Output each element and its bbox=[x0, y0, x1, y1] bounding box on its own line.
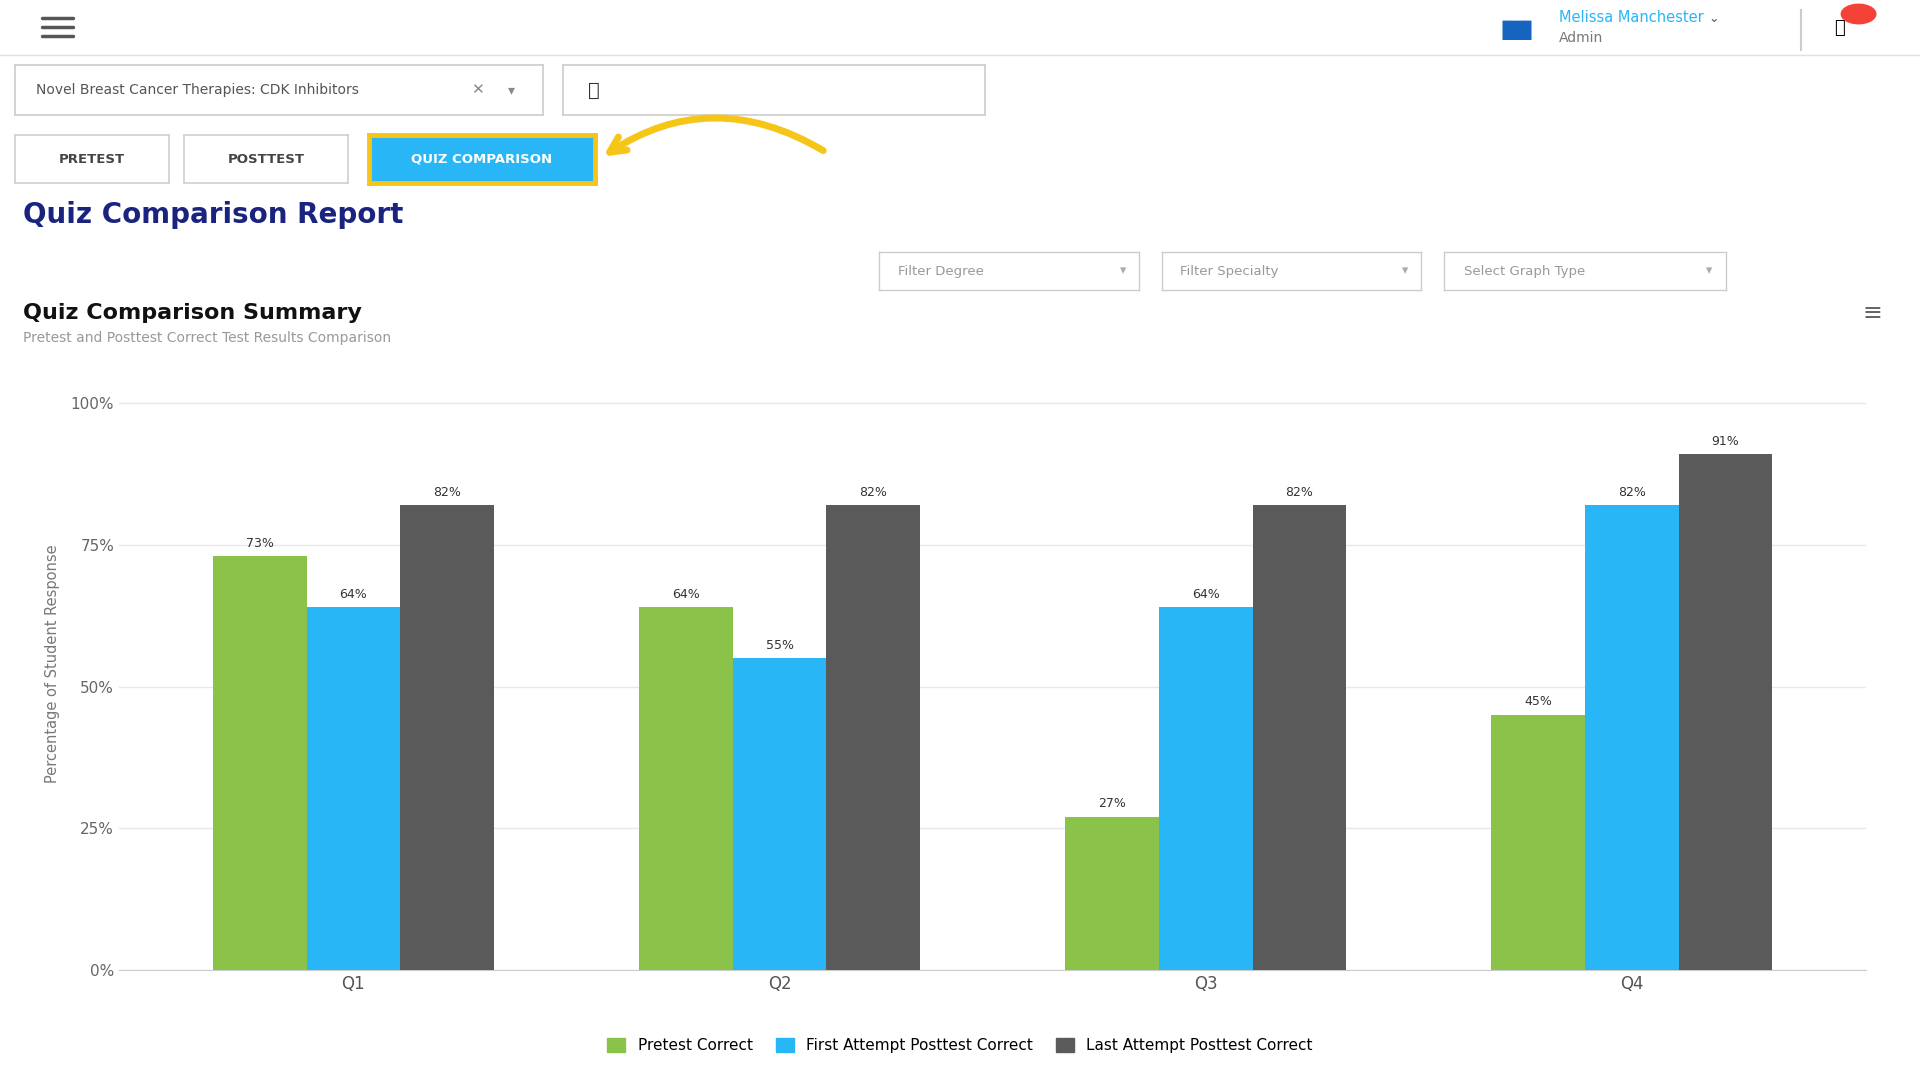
Text: 64%: 64% bbox=[672, 588, 699, 600]
Text: Novel Breast Cancer Therapies: CDK Inhibitors: Novel Breast Cancer Therapies: CDK Inhib… bbox=[36, 83, 359, 97]
Text: 27%: 27% bbox=[1098, 797, 1125, 810]
Text: ▾: ▾ bbox=[1707, 265, 1713, 278]
Text: Admin: Admin bbox=[1559, 31, 1603, 45]
Text: ▐█▌: ▐█▌ bbox=[1494, 21, 1540, 40]
Bar bbox=[1252, 505, 1346, 970]
Bar bbox=[213, 556, 307, 970]
Text: 64%: 64% bbox=[340, 588, 367, 600]
Text: 82%: 82% bbox=[434, 486, 461, 499]
Text: POSTTEST: POSTTEST bbox=[227, 152, 305, 165]
Bar bbox=[1066, 816, 1160, 970]
Text: 5: 5 bbox=[1855, 10, 1862, 18]
Text: 📅: 📅 bbox=[588, 81, 599, 99]
Text: Melissa Manchester: Melissa Manchester bbox=[1559, 11, 1703, 26]
Text: 82%: 82% bbox=[1619, 486, 1645, 499]
Text: ▾: ▾ bbox=[1119, 265, 1127, 278]
Text: 🔔: 🔔 bbox=[1834, 19, 1845, 37]
Text: Quiz Comparison Summary: Quiz Comparison Summary bbox=[23, 303, 361, 323]
Bar bbox=[733, 659, 826, 970]
Text: ▾: ▾ bbox=[509, 83, 515, 97]
Text: 73%: 73% bbox=[246, 537, 275, 550]
Bar bbox=[1160, 607, 1252, 970]
Text: 82%: 82% bbox=[1286, 486, 1313, 499]
Bar bbox=[1492, 715, 1586, 970]
Text: 45%: 45% bbox=[1524, 696, 1551, 708]
Text: Select Graph Type: Select Graph Type bbox=[1463, 265, 1584, 278]
Text: 82%: 82% bbox=[860, 486, 887, 499]
Text: QUIZ COMPARISON: QUIZ COMPARISON bbox=[411, 152, 553, 165]
Text: ⌄: ⌄ bbox=[1709, 12, 1718, 25]
Text: 55%: 55% bbox=[766, 638, 793, 651]
Text: 91%: 91% bbox=[1713, 434, 1740, 447]
Text: Pretest and Posttest Correct Test Results Comparison: Pretest and Posttest Correct Test Result… bbox=[23, 330, 392, 345]
Text: 64%: 64% bbox=[1192, 588, 1219, 600]
Y-axis label: Percentage of Student Response: Percentage of Student Response bbox=[44, 544, 60, 783]
Text: Quiz Comparison Report: Quiz Comparison Report bbox=[23, 201, 403, 229]
Text: PRETEST: PRETEST bbox=[60, 152, 125, 165]
Text: ✕: ✕ bbox=[470, 82, 484, 97]
Bar bbox=[399, 505, 493, 970]
Bar bbox=[826, 505, 920, 970]
Bar bbox=[639, 607, 733, 970]
Bar bbox=[1586, 505, 1678, 970]
Legend: Pretest Correct, First Attempt Posttest Correct, Last Attempt Posttest Correct: Pretest Correct, First Attempt Posttest … bbox=[607, 1038, 1313, 1053]
Bar bbox=[307, 607, 399, 970]
Text: Filter Specialty: Filter Specialty bbox=[1179, 265, 1279, 278]
Bar bbox=[1678, 455, 1772, 970]
Text: ▾: ▾ bbox=[1402, 265, 1409, 278]
Text: ≡: ≡ bbox=[1862, 301, 1882, 325]
Text: Filter Degree: Filter Degree bbox=[897, 265, 983, 278]
